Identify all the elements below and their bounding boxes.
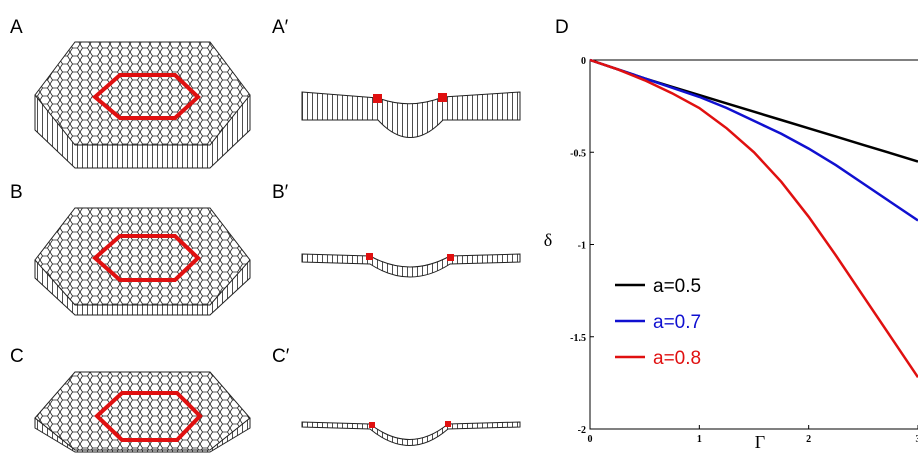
- side-view-c: [301, 421, 521, 446]
- y-axis-label: δ: [544, 230, 552, 250]
- series-line: [589, 58, 918, 222]
- chart: Γ δ 0-0.5-1-1.5-20 1 2 3a=0.5a=0.7a=0.8: [544, 56, 918, 452]
- panel-label: C′: [272, 346, 290, 367]
- panel-label: A: [10, 17, 23, 38]
- panel-label: C: [10, 346, 24, 367]
- lattice-a: [34, 41, 251, 169]
- y-tick-label: -2: [578, 425, 586, 436]
- x-tick-label: 2: [806, 434, 811, 445]
- y-tick-label: -0.5: [570, 148, 586, 159]
- series-line: [589, 58, 918, 163]
- lattice-b: [34, 207, 251, 316]
- x-axis-label: Γ: [755, 432, 765, 452]
- legend-label: a=0.5: [653, 276, 701, 297]
- x-tick-label: 1: [697, 434, 702, 445]
- x-tick-label: 0: [588, 434, 593, 445]
- panel-label: B′: [272, 182, 289, 203]
- series-line: [589, 58, 918, 378]
- y-tick-label: -1: [578, 241, 586, 252]
- legend-label: a=0.7: [653, 312, 701, 333]
- panel-label: D: [555, 17, 569, 38]
- side-view-b: [301, 253, 521, 278]
- panel-labels: A A′ B B′ C C′ D: [10, 17, 569, 367]
- y-tick-label: 0: [581, 56, 586, 67]
- y-tick-label: -1.5: [570, 333, 586, 344]
- plot-frame: [589, 59, 918, 430]
- side-view-a: [301, 91, 521, 138]
- legend-label: a=0.8: [653, 348, 701, 369]
- panel-label: B: [10, 182, 23, 203]
- lattice-c: [34, 371, 251, 453]
- x-tick-label: 3: [916, 434, 918, 445]
- panel-label: A′: [272, 17, 289, 38]
